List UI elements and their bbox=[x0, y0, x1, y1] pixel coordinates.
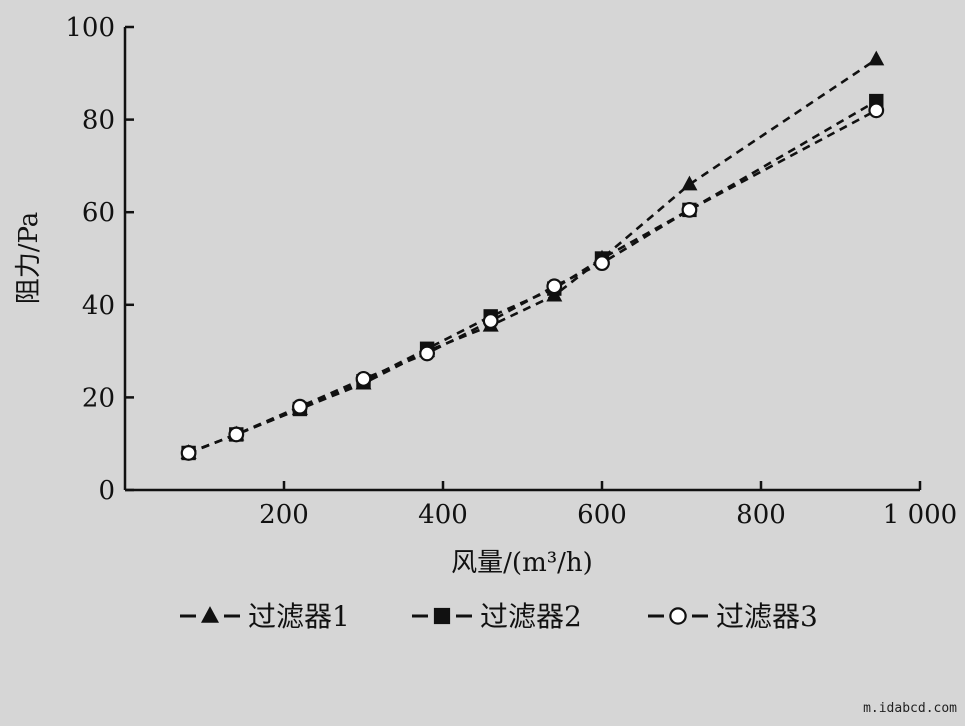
data-point bbox=[681, 201, 698, 218]
legend-label: 过滤器1 bbox=[248, 600, 350, 633]
data-point bbox=[868, 50, 885, 66]
data-point bbox=[292, 398, 308, 415]
data-point bbox=[180, 445, 197, 461]
y-tick-label: 0 bbox=[98, 476, 115, 506]
legend-label: 过滤器2 bbox=[480, 600, 582, 633]
series-3 bbox=[180, 102, 885, 461]
series-layer bbox=[180, 50, 885, 461]
data-point bbox=[228, 426, 245, 443]
legend-marker bbox=[669, 607, 687, 625]
axes bbox=[123, 27, 920, 492]
data-point bbox=[482, 313, 499, 329]
legend-marker bbox=[433, 607, 451, 625]
x-tick-label: 1 000 bbox=[883, 500, 957, 530]
data-point bbox=[868, 102, 885, 119]
series-1 bbox=[180, 50, 885, 459]
y-tick-label: 100 bbox=[65, 13, 115, 43]
x-tick-label: 800 bbox=[736, 500, 786, 530]
data-point bbox=[419, 345, 436, 362]
legend-item-3: 过滤器3 bbox=[648, 600, 818, 633]
legend-item-1: 过滤器1 bbox=[180, 600, 350, 633]
x-tick-label: 200 bbox=[259, 500, 309, 530]
y-tick-label: 60 bbox=[82, 198, 115, 228]
series-line bbox=[188, 99, 877, 455]
y-tick-label: 80 bbox=[82, 106, 115, 136]
legend-label: 过滤器3 bbox=[716, 600, 818, 633]
series-line bbox=[188, 58, 877, 455]
legend-item-2: 过滤器2 bbox=[412, 600, 582, 633]
y-tick-label: 40 bbox=[82, 291, 115, 321]
data-point bbox=[681, 175, 698, 191]
ticks: 0 20 40 60 80 100 200 400 600 800 1 000 bbox=[65, 13, 957, 530]
series-2 bbox=[181, 93, 884, 461]
x-tick-label: 600 bbox=[577, 500, 627, 530]
x-tick-label: 400 bbox=[418, 500, 468, 530]
x-axis-title: 风量/(m³/h) bbox=[451, 548, 593, 578]
legend-marker bbox=[201, 606, 219, 623]
data-point bbox=[546, 278, 563, 295]
y-axis-title: 阻力/Pa bbox=[14, 212, 44, 305]
data-point bbox=[594, 255, 610, 272]
data-point bbox=[355, 370, 372, 387]
watermark: m.idabcd.com bbox=[863, 701, 957, 716]
y-tick-label: 20 bbox=[82, 383, 115, 413]
series-line bbox=[188, 109, 877, 455]
legend: 过滤器1 过滤器2 过滤器3 bbox=[180, 600, 818, 633]
